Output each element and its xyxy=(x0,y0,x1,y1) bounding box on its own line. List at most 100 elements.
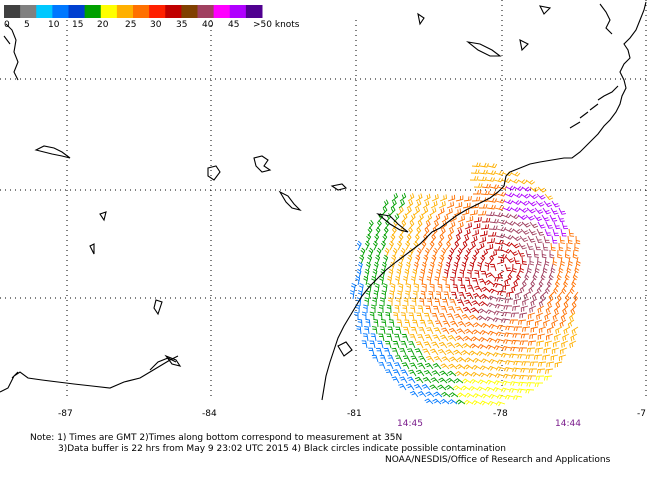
wind-barb xyxy=(477,210,487,216)
wind-barb xyxy=(410,276,416,286)
wind-barb xyxy=(455,371,465,377)
wind-barb xyxy=(446,201,454,209)
lake-12 xyxy=(519,39,529,52)
wind-barb xyxy=(521,186,532,192)
wind-barb xyxy=(437,240,443,251)
wind-barb xyxy=(422,377,432,384)
wind-barb xyxy=(495,198,506,204)
wind-barb xyxy=(568,228,575,237)
wind-barb xyxy=(452,284,459,293)
wind-barb xyxy=(526,263,532,274)
wind-barb xyxy=(505,185,516,191)
legend-swatch xyxy=(165,5,182,18)
wind-barb xyxy=(560,312,568,322)
wind-barb xyxy=(470,371,481,377)
wind-barb xyxy=(423,254,429,265)
wind-barb xyxy=(387,326,394,335)
wind-barb xyxy=(572,249,578,259)
wind-barb xyxy=(480,190,490,196)
wind-barb xyxy=(551,235,558,244)
wind-barb xyxy=(431,312,439,321)
lake-1 xyxy=(34,145,71,159)
wind-barb xyxy=(548,291,555,301)
wind-barb xyxy=(480,224,490,230)
wind-barb xyxy=(380,297,385,307)
wind-barb xyxy=(432,305,440,314)
wind-barb xyxy=(496,226,507,232)
wind-barb xyxy=(361,340,368,349)
wind-barb xyxy=(558,263,564,274)
wind-barb xyxy=(461,241,468,251)
wind-barb xyxy=(510,242,520,249)
wind-barb xyxy=(446,342,456,349)
wind-barb xyxy=(379,326,386,335)
wind-barb xyxy=(388,319,395,328)
wind-barb xyxy=(575,235,581,245)
gulf-coastline xyxy=(0,355,179,393)
wind-barb xyxy=(431,194,439,202)
wind-barb xyxy=(386,333,393,342)
legend-swatch xyxy=(100,5,118,18)
wind-barb xyxy=(509,353,519,359)
wind-barb xyxy=(422,348,431,356)
wind-barb xyxy=(513,326,522,332)
wind-barb xyxy=(472,393,483,399)
wind-barb xyxy=(493,246,503,251)
wind-barb xyxy=(542,354,551,361)
wind-barb xyxy=(536,284,543,294)
wind-barb xyxy=(408,312,415,321)
wind-barb xyxy=(536,340,545,347)
wind-barb xyxy=(566,243,572,252)
wind-barb xyxy=(454,342,464,349)
wind-barb xyxy=(424,334,433,342)
wind-barb xyxy=(488,288,499,294)
wind-barb xyxy=(510,171,521,177)
wind-barb xyxy=(453,349,463,356)
wind-barb xyxy=(556,291,563,301)
wind-barb xyxy=(485,211,495,217)
wind-barb xyxy=(421,240,427,251)
wind-barb xyxy=(365,318,371,328)
wind-barb xyxy=(374,283,380,293)
wind-barb xyxy=(520,305,529,313)
wind-barb xyxy=(455,195,464,202)
wind-barb xyxy=(487,231,497,237)
wind-barb xyxy=(469,343,480,349)
wind-barb xyxy=(543,375,553,381)
lake-5 xyxy=(330,183,348,191)
wind-barb xyxy=(511,200,522,206)
wind-barb xyxy=(537,186,547,193)
carolina-coastline xyxy=(509,1,647,173)
legend-swatch xyxy=(52,5,69,18)
lake-7 xyxy=(89,243,95,255)
wind-barb xyxy=(472,357,483,363)
wind-barb xyxy=(473,216,482,223)
wind-barb xyxy=(464,357,475,363)
wind-barb xyxy=(402,275,408,286)
wind-barb xyxy=(485,279,495,286)
wind-barb xyxy=(548,270,554,281)
wind-barb xyxy=(486,238,495,244)
wind-barb xyxy=(406,199,414,209)
wind-barb xyxy=(457,276,463,286)
wind-barb xyxy=(414,200,422,209)
wind-barb xyxy=(471,196,481,202)
wind-barb xyxy=(545,333,554,341)
wind-barb xyxy=(501,213,512,219)
wind-barb xyxy=(436,291,442,300)
wind-barb xyxy=(479,230,488,237)
wind-barb xyxy=(513,186,524,192)
wind-barb xyxy=(432,334,441,342)
wind-barb xyxy=(544,256,550,266)
wind-barb xyxy=(471,277,479,286)
wind-barb xyxy=(412,268,418,279)
wind-barb xyxy=(374,233,380,244)
wind-barb xyxy=(534,319,543,327)
wind-barb xyxy=(442,320,451,328)
wind-barb xyxy=(425,213,433,223)
wind-barb xyxy=(367,226,373,237)
wind-barb xyxy=(562,333,570,342)
wind-barb xyxy=(555,298,562,308)
wind-barb xyxy=(487,365,498,371)
wind-barb xyxy=(504,227,515,233)
